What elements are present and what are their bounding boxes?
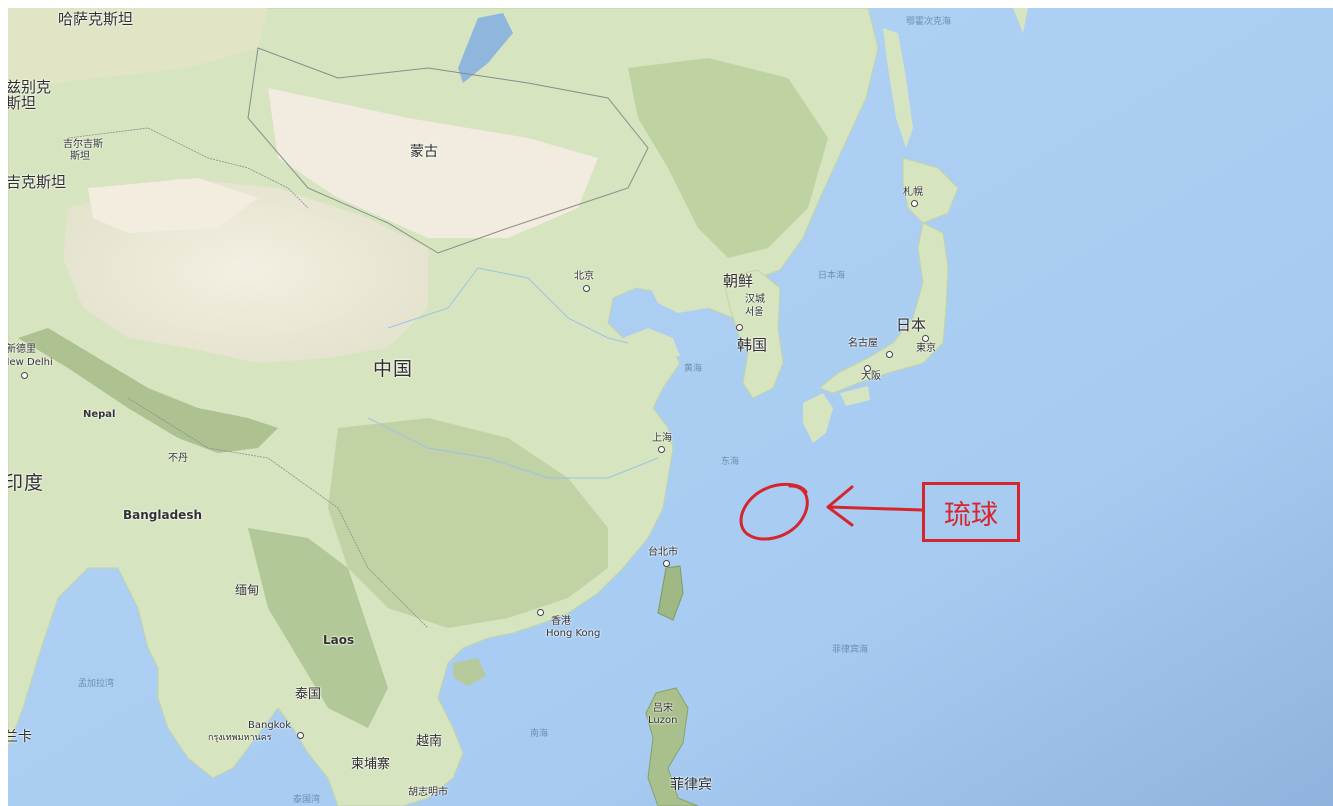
label-philippine-sea: 菲律宾海 <box>832 645 869 655</box>
label-bangkok-th: กรุงเทพมหานคร <box>208 733 272 743</box>
city-marker-seoul <box>736 324 743 331</box>
label-sea-of-okhotsk: 鄂霍次克海 <box>906 17 952 27</box>
label-seoul-kr: 서울 <box>745 307 764 318</box>
label-sea-of-japan: 日本海 <box>818 271 846 281</box>
label-beijing: 北京 <box>574 271 594 282</box>
city-marker-hong-kong <box>537 609 544 616</box>
hainan <box>453 658 486 686</box>
ryukyu-arrow-shaft <box>827 505 924 512</box>
northeast-forest <box>628 58 828 258</box>
kyushu <box>803 393 833 443</box>
yellow-river <box>387 267 629 344</box>
city-marker-taipei <box>663 560 670 567</box>
indochina-hills <box>248 528 388 728</box>
city-marker-tokyo <box>922 335 929 342</box>
label-new-delhi-en: New Delhi <box>8 357 53 368</box>
city-marker-new-delhi <box>21 372 28 379</box>
shikoku <box>840 386 870 406</box>
label-hong-kong-cn: 香港 <box>551 616 571 627</box>
label-gulf-of-thailand: 泰国湾 <box>293 795 321 805</box>
label-uzbekistan: 兹别克 <box>8 78 52 96</box>
ryukyu-arrow-head <box>826 485 854 527</box>
city-marker-beijing <box>583 285 590 292</box>
label-bangladesh: Bangladesh <box>123 508 203 522</box>
label-hcmc: 胡志明市 <box>408 787 448 798</box>
ryukyu-circle <box>739 483 809 541</box>
ryukyu-label-box: 琉球 <box>922 482 1020 542</box>
sakhalin <box>883 28 913 148</box>
label-myanmar: 缅甸 <box>235 583 260 597</box>
lake-baikal <box>458 13 513 83</box>
label-new-delhi-cn: 新德里 <box>8 344 36 355</box>
label-south-china-sea: 南海 <box>530 729 549 739</box>
city-marker-sapporo <box>911 200 918 207</box>
hokkaido <box>902 157 959 224</box>
label-tokyo: 東京 <box>916 343 936 354</box>
label-yellow-sea: 黄海 <box>684 364 703 374</box>
label-shanghai: 上海 <box>652 433 672 444</box>
label-china: 中国 <box>373 358 414 380</box>
label-taipei: 台北市 <box>648 547 678 558</box>
kazakh-steppe <box>8 8 268 88</box>
gobi-desert <box>268 88 598 238</box>
label-seoul-cn: 汉城 <box>745 294 765 305</box>
label-bangkok-en: Bangkok <box>248 720 292 731</box>
ryukyu-label: 琉球 <box>944 499 998 531</box>
label-kazakhstan: 哈萨克斯坦 <box>58 10 134 28</box>
label-thailand: 泰国 <box>295 687 322 702</box>
label-nepal: Nepal <box>83 409 116 420</box>
mongolia-border <box>247 47 649 254</box>
taiwan <box>657 565 684 621</box>
china-border <box>67 127 429 629</box>
label-sri-lanka: 兰卡 <box>8 729 32 745</box>
shandong <box>623 328 680 360</box>
label-bhutan: 不丹 <box>168 453 188 464</box>
himalaya <box>18 328 278 453</box>
label-laos: Laos <box>323 633 355 647</box>
label-philippines: 菲律宾 <box>670 777 712 793</box>
city-marker-shanghai <box>658 446 665 453</box>
label-luzon-cn: 吕宋 <box>653 703 673 714</box>
label-cambodia: 柬埔寨 <box>351 757 391 772</box>
luzon <box>645 687 699 806</box>
label-tajikistan: 吉克斯坦 <box>8 173 67 191</box>
label-vietnam: 越南 <box>416 734 443 749</box>
label-nagoya: 名古屋 <box>848 338 878 349</box>
label-kyrgyzstan-2: 斯坦 <box>70 151 90 162</box>
kamchatka <box>1013 8 1028 33</box>
city-marker-bangkok <box>297 732 304 739</box>
city-marker-nagoya <box>886 351 893 358</box>
label-hong-kong-en: Hong Kong <box>546 628 601 639</box>
map-basemap <box>8 8 1333 806</box>
label-bay-of-bengal: 孟加拉湾 <box>78 679 115 689</box>
south-china-hills <box>328 418 608 628</box>
yangtze-river <box>367 417 659 479</box>
map-view[interactable]: 哈萨克斯坦 兹别克 斯坦 吉尔吉斯 斯坦 吉克斯坦 蒙古 中国 朝鲜 韩国 日本… <box>8 8 1333 806</box>
label-india: 印度 <box>8 472 45 494</box>
taklamakan <box>88 178 258 233</box>
label-osaka: 大阪 <box>861 371 881 382</box>
label-south-korea: 韩国 <box>737 336 768 354</box>
city-marker-osaka <box>864 365 871 372</box>
label-uzbekistan-2: 斯坦 <box>8 94 37 112</box>
liaodong <box>648 278 708 313</box>
label-north-korea: 朝鲜 <box>723 272 754 290</box>
label-mongolia: 蒙古 <box>410 144 438 160</box>
honshu <box>819 222 949 394</box>
label-east-china-sea: 东海 <box>721 457 740 467</box>
label-sapporo: 札幌 <box>903 187 923 198</box>
label-japan: 日本 <box>896 316 927 334</box>
label-kyrgyzstan: 吉尔吉斯 <box>63 139 103 150</box>
label-luzon-en: Luzon <box>648 715 678 726</box>
